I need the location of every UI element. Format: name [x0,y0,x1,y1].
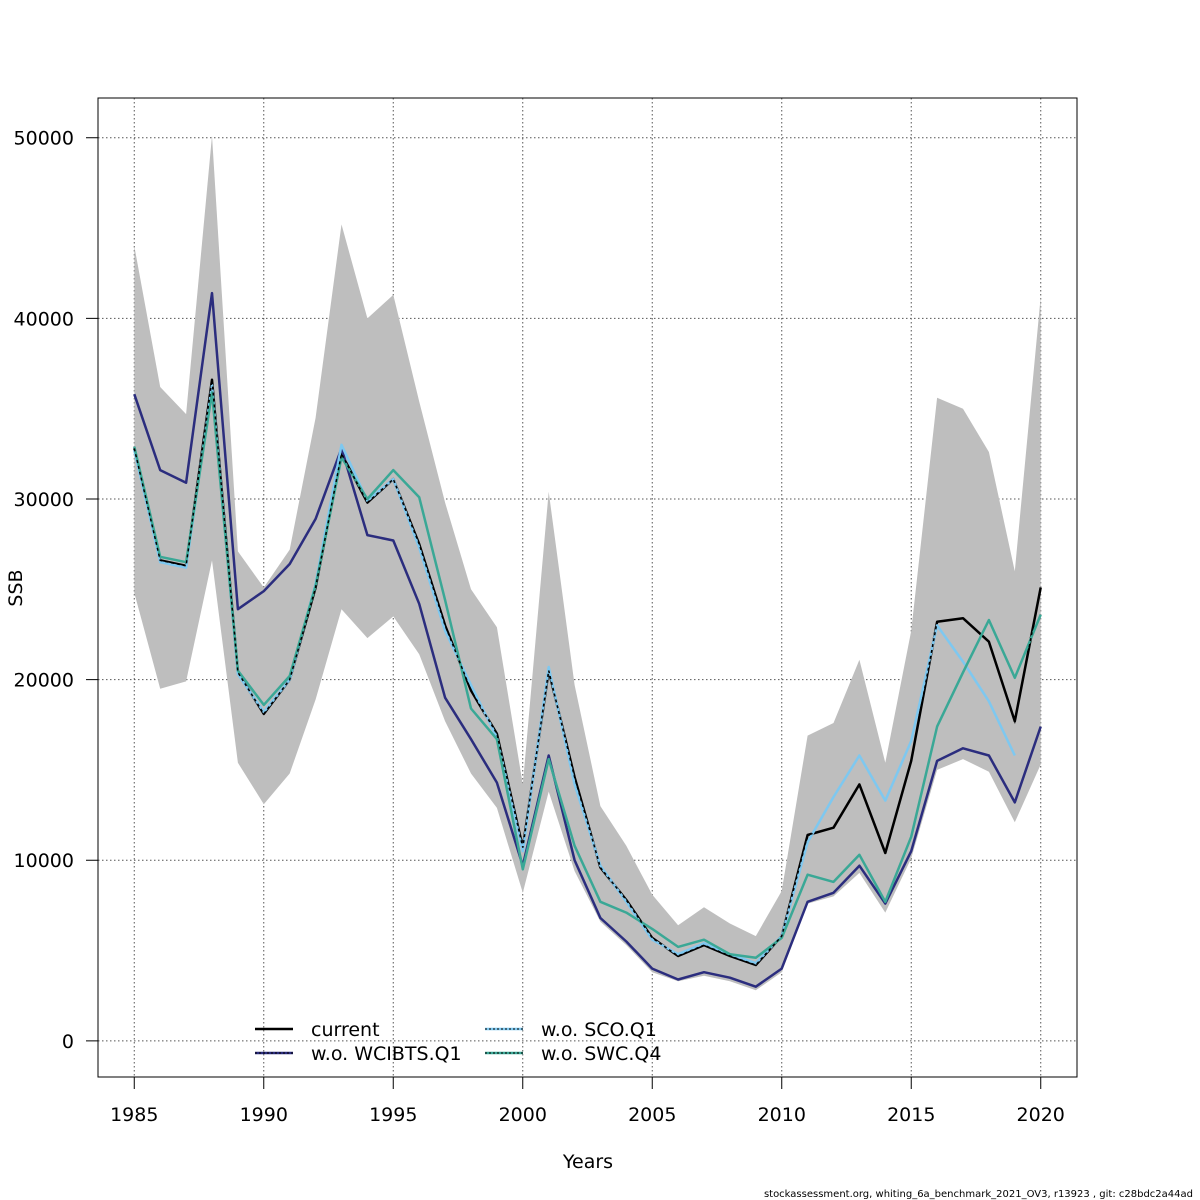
y-tick-label: 30000 [14,489,74,511]
y-axis: 0 10000 20000 30000 40000 50000 [14,128,98,1053]
confidence-band [134,135,1041,991]
legend-label: w.o. SCO.Q1 [541,1019,657,1041]
y-tick-label: 50000 [14,128,74,150]
y-tick-label: 0 [62,1031,74,1053]
x-tick-label: 2020 [1017,1104,1065,1126]
x-tick-label: 1995 [369,1104,417,1126]
x-tick-label: 1990 [240,1104,288,1126]
band-polygon [134,135,1041,991]
footer-text: stockassessment.org, whiting_6a_benchmar… [764,1189,1193,1200]
x-tick-label: 2000 [499,1104,547,1126]
x-tick-label: 2010 [758,1104,806,1126]
y-tick-label: 40000 [14,308,74,330]
legend-label: w.o. WCIBTS.Q1 [311,1043,462,1065]
x-axis: 1985 1990 1995 2000 2005 2010 2015 2020 [110,1076,1065,1126]
legend-label: current [311,1019,380,1041]
series-line-2 [133,383,1016,965]
series-line-1 [133,291,1042,988]
x-tick-label: 1985 [110,1104,158,1126]
series-line-3 [133,391,1042,960]
legend-label: w.o. SWC.Q4 [541,1043,661,1065]
y-tick-label: 20000 [14,670,74,692]
x-tick-label: 2005 [628,1104,676,1126]
series-line-current-dotted [133,379,1042,966]
y-axis-title: SSB [5,569,27,606]
x-axis-title: Years [562,1151,613,1173]
y-tick-label: 10000 [14,850,74,872]
series-lines [133,291,1042,988]
x-tick-label: 2015 [887,1104,935,1126]
